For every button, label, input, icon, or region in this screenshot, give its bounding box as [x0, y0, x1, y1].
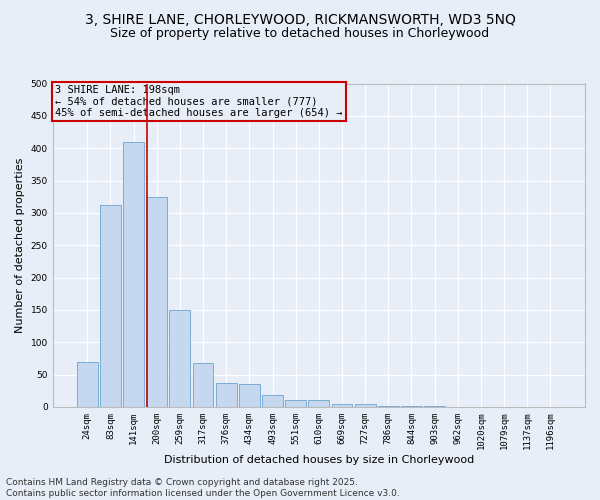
Text: Size of property relative to detached houses in Chorleywood: Size of property relative to detached ho…: [110, 28, 490, 40]
X-axis label: Distribution of detached houses by size in Chorleywood: Distribution of detached houses by size …: [164, 455, 474, 465]
Y-axis label: Number of detached properties: Number of detached properties: [15, 158, 25, 333]
Bar: [332, 404, 352, 407]
Bar: [262, 396, 283, 407]
Bar: [193, 363, 214, 407]
Text: Contains HM Land Registry data © Crown copyright and database right 2025.
Contai: Contains HM Land Registry data © Crown c…: [6, 478, 400, 498]
Bar: [100, 205, 121, 407]
Bar: [169, 310, 190, 407]
Text: 3, SHIRE LANE, CHORLEYWOOD, RICKMANSWORTH, WD3 5NQ: 3, SHIRE LANE, CHORLEYWOOD, RICKMANSWORT…: [85, 12, 515, 26]
Bar: [146, 196, 167, 407]
Bar: [239, 384, 260, 407]
Bar: [77, 362, 98, 407]
Bar: [285, 400, 306, 407]
Bar: [308, 400, 329, 407]
Bar: [378, 406, 399, 407]
Text: 3 SHIRE LANE: 198sqm
← 54% of detached houses are smaller (777)
45% of semi-deta: 3 SHIRE LANE: 198sqm ← 54% of detached h…: [55, 85, 343, 118]
Bar: [401, 406, 422, 407]
Bar: [123, 142, 144, 407]
Bar: [216, 383, 236, 407]
Bar: [424, 406, 445, 407]
Bar: [355, 404, 376, 407]
